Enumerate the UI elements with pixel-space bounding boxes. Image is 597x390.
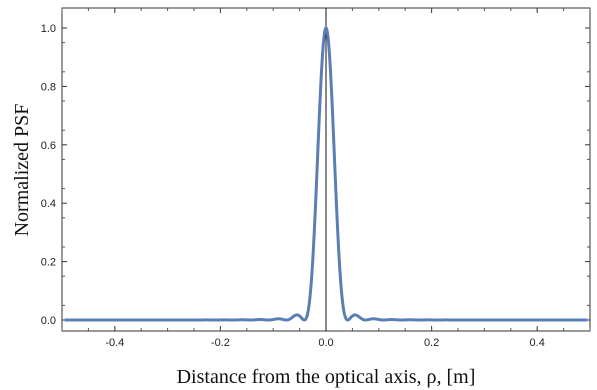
tick-group: 0.0 0.2 0.4 0.6 0.8 1.0 -0.4 -0.2 0.0 0.2 0.4 bbox=[41, 8, 591, 349]
y-tick-label: 0.2 bbox=[41, 257, 56, 269]
y-tick-label: 0.0 bbox=[41, 315, 56, 327]
x-tick-label: -0.2 bbox=[211, 337, 230, 349]
y-axis-title: Normalized PSF bbox=[11, 104, 33, 237]
y-tick-label: 0.8 bbox=[41, 81, 56, 93]
y-tick-label: 0.4 bbox=[41, 198, 56, 210]
y-tick-label: 0.6 bbox=[41, 140, 56, 152]
x-tick-label: 0.2 bbox=[424, 337, 439, 349]
x-axis-title: Distance from the optical axis, ρ, [m] bbox=[177, 366, 476, 388]
x-tick-label: 0.4 bbox=[530, 337, 545, 349]
x-tick-label: 0.0 bbox=[318, 337, 333, 349]
y-tick-label: 1.0 bbox=[41, 23, 56, 35]
x-tick-label: -0.4 bbox=[105, 337, 124, 349]
psf-curve bbox=[63, 26, 589, 322]
